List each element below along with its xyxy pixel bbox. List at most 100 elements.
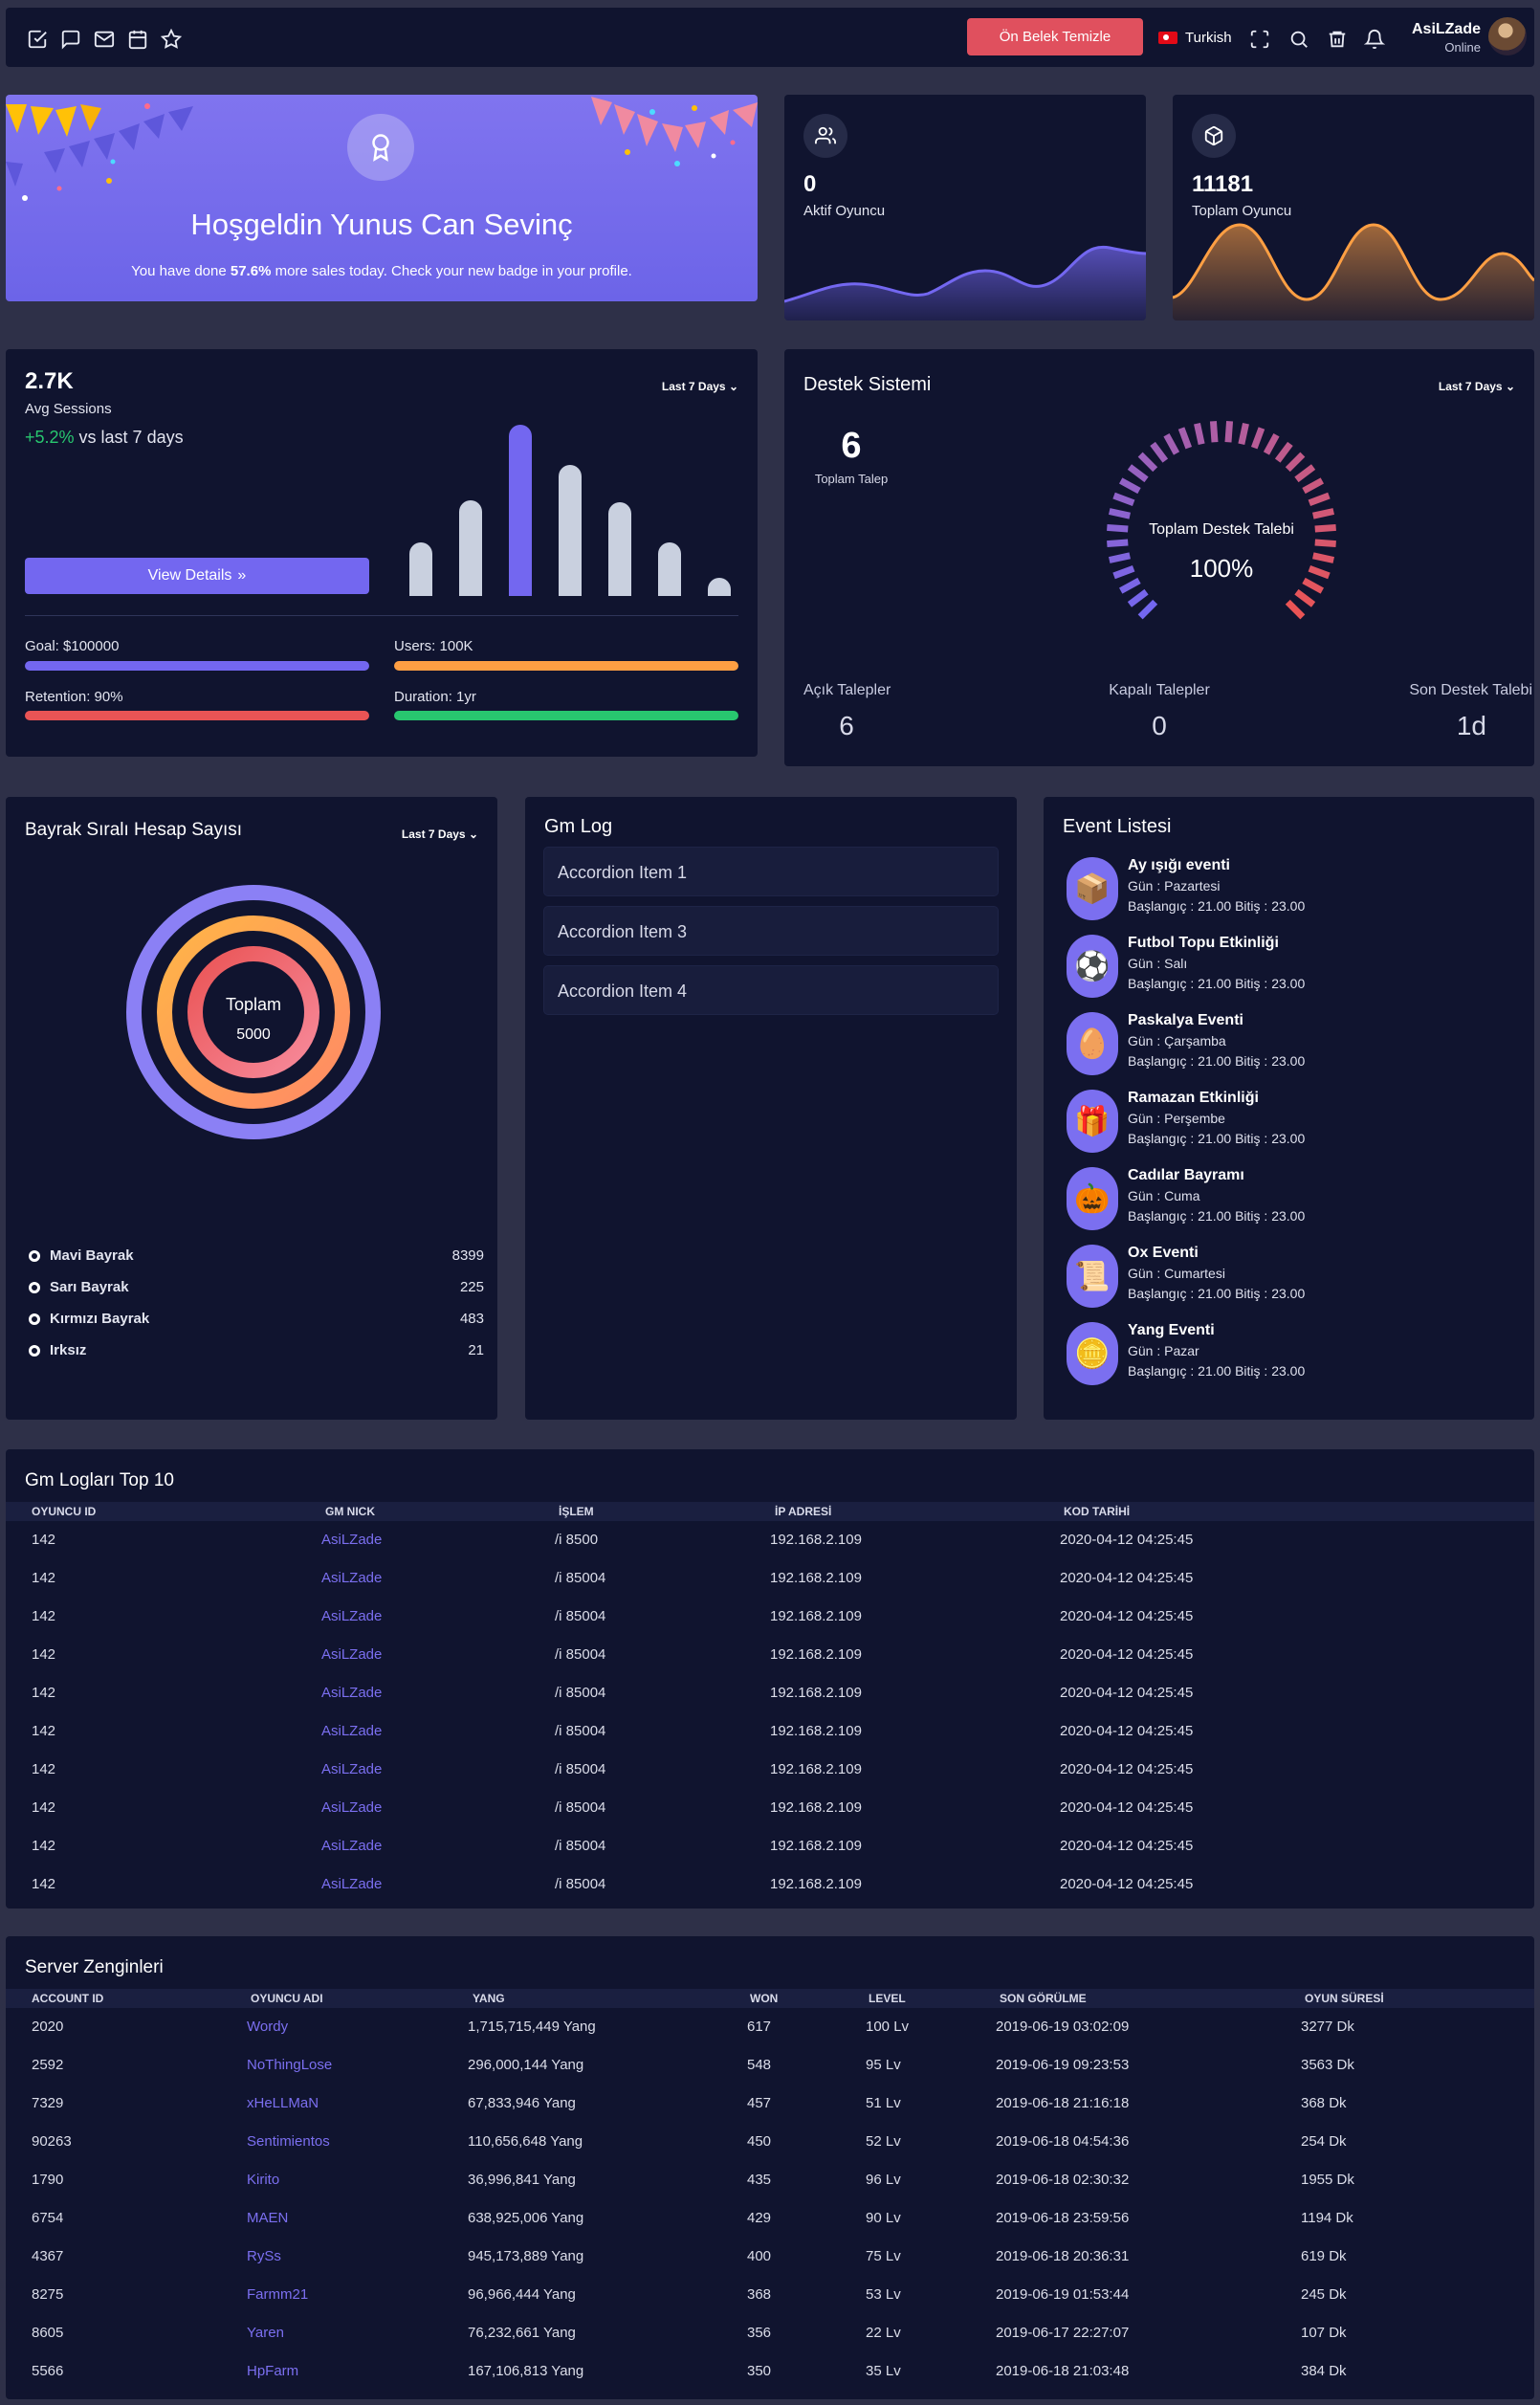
search-icon[interactable] bbox=[1288, 29, 1309, 50]
flags-center-label: Toplam bbox=[225, 995, 282, 1014]
table-row: 7329 xHeLLMaN 67,833,946 Yang 457 51 Lv 2019-… bbox=[6, 2085, 1534, 2123]
table-cell: 96,966,444 Yang bbox=[468, 2286, 576, 2303]
player-link[interactable]: AsiLZade bbox=[321, 1723, 383, 1739]
table-cell: 8275 bbox=[32, 2286, 64, 2303]
clear-cache-button[interactable]: Ön Belek Temizle bbox=[967, 18, 1143, 55]
table-cell: 22 Lv bbox=[866, 2325, 901, 2341]
player-link[interactable]: HpFarm bbox=[247, 2363, 299, 2379]
player-link[interactable]: NoThingLose bbox=[247, 2057, 333, 2073]
event-list-card: Event Listesi 📦 Ay ışığı eventi Gün : Paza… bbox=[1044, 797, 1534, 1420]
table-row: 142 AsiLZade/i 85004 192.168.2.109 2020-04-… bbox=[6, 1712, 1534, 1751]
player-link[interactable]: AsiLZade bbox=[321, 1608, 383, 1624]
table-cell: 7329 bbox=[32, 2095, 64, 2111]
player-link[interactable]: AsiLZade bbox=[321, 1685, 383, 1701]
table-row: 142 AsiLZade/i 8500 192.168.2.109 2020-04-1… bbox=[6, 1521, 1534, 1559]
table-cell: 100 Lv bbox=[866, 2019, 910, 2035]
player-link[interactable]: Wordy bbox=[247, 2019, 289, 2035]
player-link[interactable]: AsiLZade bbox=[321, 1570, 383, 1586]
gauge-segment bbox=[1294, 588, 1316, 607]
player-link[interactable]: AsiLZade bbox=[321, 1876, 383, 1892]
active-players-value: 0 bbox=[803, 171, 817, 197]
gm-logs-table-card: Gm Logları Top 10 OYUNCU ID GM NICK İŞLE… bbox=[6, 1449, 1534, 1909]
event-item[interactable]: 🥚 Paskalya Eventi Gün : Çarşamba Başlangıç … bbox=[1067, 1012, 1526, 1089]
player-link[interactable]: Farmm21 bbox=[247, 2286, 309, 2303]
server-rich-table-header: ACCOUNT ID OYUNCU ADI YANG WON LEVEL SON… bbox=[6, 1989, 1534, 2008]
user-name[interactable]: AsiLZade bbox=[1411, 21, 1481, 37]
gauge-segment bbox=[1308, 492, 1331, 507]
player-link[interactable]: AsiLZade bbox=[321, 1646, 383, 1663]
language-selector[interactable]: Turkish bbox=[1158, 28, 1232, 47]
event-time: Başlangıç : 21.00 Bitiş : 23.00 bbox=[1128, 1053, 1306, 1069]
last-ticket-value: 1d bbox=[1456, 711, 1486, 740]
active-players-sparkline bbox=[784, 245, 1146, 320]
view-details-button[interactable]: View Details» bbox=[25, 558, 369, 594]
table-row: 5566 HpFarm 167,106,813 Yang 350 35 Lv 2019-0… bbox=[6, 2352, 1534, 2391]
language-label: Turkish bbox=[1185, 29, 1232, 46]
event-time: Başlangıç : 21.00 Bitiş : 23.00 bbox=[1128, 898, 1306, 914]
avatar[interactable] bbox=[1488, 17, 1527, 55]
event-item[interactable]: 📜 Ox Eventi Gün : Cumartesi Başlangıç : 21.… bbox=[1067, 1245, 1526, 1321]
table-cell: 52 Lv bbox=[866, 2133, 901, 2150]
flags-range-dropdown[interactable]: Last 7 Days ⌄ bbox=[401, 827, 478, 841]
table-cell: 2019-06-18 21:16:18 bbox=[996, 2095, 1130, 2111]
total-players-label: Toplam Oyuncu bbox=[1192, 203, 1292, 219]
ring-kirmizi bbox=[187, 946, 319, 1078]
event-item[interactable]: 🎁 Ramazan Etkinliği Gün : Perşembe Başlangı… bbox=[1067, 1090, 1526, 1166]
table-cell: 192.168.2.109 bbox=[770, 1532, 862, 1548]
player-link[interactable]: Sentimientos bbox=[247, 2133, 330, 2150]
event-item[interactable]: 🎃 Cadılar Bayramı Gün : Cuma Başlangıç : 21… bbox=[1067, 1167, 1526, 1244]
gauge-segment bbox=[1302, 577, 1324, 594]
player-link[interactable]: RySs bbox=[247, 2248, 281, 2264]
player-link[interactable]: Yaren bbox=[247, 2325, 284, 2341]
gauge-segment bbox=[1285, 452, 1306, 473]
gauge-segment bbox=[1314, 539, 1336, 548]
star-icon[interactable] bbox=[161, 29, 182, 50]
circle-icon bbox=[29, 1250, 40, 1262]
table-cell: 90 Lv bbox=[866, 2210, 901, 2226]
player-link[interactable]: AsiLZade bbox=[321, 1799, 383, 1816]
active-players-card: 0 Aktif Oyuncu bbox=[784, 95, 1146, 320]
chat-icon[interactable] bbox=[60, 29, 81, 50]
gauge-segment bbox=[1312, 552, 1335, 563]
session-bar bbox=[708, 578, 731, 596]
accordion-item[interactable]: Accordion Item 4 bbox=[544, 966, 998, 1014]
player-link[interactable]: AsiLZade bbox=[321, 1761, 383, 1777]
gauge-segment bbox=[1108, 552, 1131, 563]
flag-legend-item: Kırmızı Bayrak 483 bbox=[29, 1310, 488, 1331]
session-bar bbox=[459, 500, 482, 596]
gauge-segment bbox=[1107, 539, 1129, 548]
player-link[interactable]: AsiLZade bbox=[321, 1838, 383, 1854]
active-players-label: Aktif Oyuncu bbox=[803, 203, 886, 219]
total-players-card: 11181 Toplam Oyuncu bbox=[1173, 95, 1534, 320]
player-link[interactable]: AsiLZade bbox=[321, 1532, 383, 1548]
event-title: Ay ışığı eventi bbox=[1128, 857, 1230, 873]
calendar-icon[interactable] bbox=[127, 29, 148, 50]
table-cell: 6754 bbox=[32, 2210, 64, 2226]
sessions-growth: +5.2% vs last 7 days bbox=[25, 428, 184, 447]
event-day: Gün : Salı bbox=[1128, 956, 1188, 971]
welcome-text: You have done 57.6% more sales today. Ch… bbox=[131, 263, 632, 279]
bell-icon[interactable] bbox=[1364, 29, 1385, 50]
checkbox-icon[interactable] bbox=[27, 29, 48, 50]
trash-icon[interactable] bbox=[1327, 29, 1348, 50]
event-item[interactable]: 📦 Ay ışığı eventi Gün : Pazartesi Başlangıç… bbox=[1067, 857, 1526, 934]
table-cell: 384 Dk bbox=[1301, 2363, 1347, 2379]
table-cell: 142 bbox=[32, 1570, 56, 1586]
session-bar bbox=[559, 465, 582, 596]
table-cell: 1955 Dk bbox=[1301, 2172, 1354, 2188]
event-day: Gün : Cuma bbox=[1128, 1188, 1200, 1203]
accordion-item[interactable]: Accordion Item 1 bbox=[544, 848, 998, 895]
player-link[interactable]: MAEN bbox=[247, 2210, 289, 2226]
player-link[interactable]: Kirito bbox=[247, 2172, 280, 2188]
mail-icon[interactable] bbox=[94, 29, 115, 50]
event-item[interactable]: 🪙 Yang Eventi Gün : Pazar Başlangıç : 21.00… bbox=[1067, 1322, 1526, 1399]
accordion-item[interactable]: Accordion Item 3 bbox=[544, 907, 998, 955]
player-link[interactable]: xHeLLMaN bbox=[247, 2095, 319, 2111]
support-range-dropdown[interactable]: Last 7 Days ⌄ bbox=[1438, 380, 1515, 393]
table-cell: /i 85004 bbox=[555, 1646, 606, 1663]
open-tickets-value: 6 bbox=[839, 711, 854, 740]
event-item[interactable]: ⚽ Futbol Topu Etkinliği Gün : Salı Başlangı… bbox=[1067, 935, 1526, 1011]
fullscreen-icon[interactable] bbox=[1249, 29, 1270, 50]
table-cell: 53 Lv bbox=[866, 2286, 901, 2303]
sessions-range-dropdown[interactable]: Last 7 Days ⌄ bbox=[661, 380, 738, 393]
